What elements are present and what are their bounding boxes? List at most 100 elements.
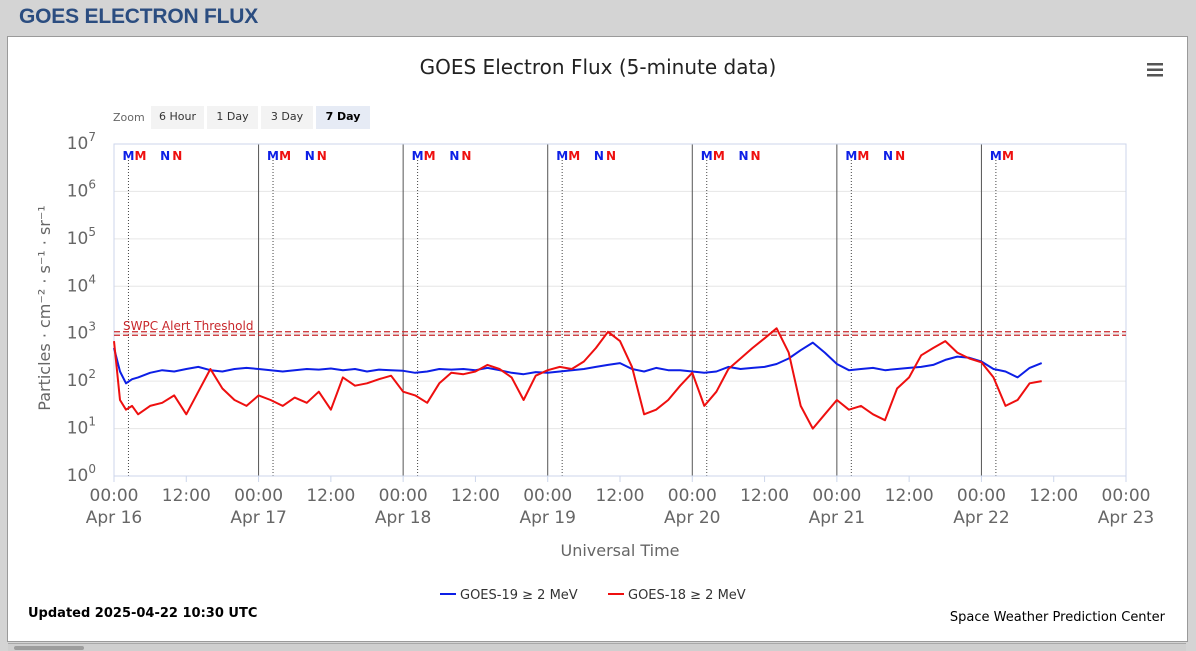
y-tick-exponent: 1	[88, 415, 96, 429]
y-tick-label: 105	[67, 225, 96, 249]
orbit-marker-label: N	[172, 149, 182, 163]
x-tick-time: 12:00	[1029, 486, 1078, 506]
chart-title: GOES Electron Flux (5-minute data)	[420, 55, 777, 79]
plot-border	[113, 143, 1127, 477]
legend-label-goes19: GOES-19 ≥ 2 MeV	[460, 588, 578, 603]
legend: GOES-19 ≥ 2 MeV GOES-18 ≥ 2 MeV	[440, 588, 746, 603]
y-tick-label: 104	[67, 272, 96, 296]
updated-timestamp: Updated 2025-04-22 10:30 UTC	[28, 606, 257, 621]
series-line-goes18	[113, 327, 1042, 430]
orbit-marker-label: M	[122, 149, 134, 163]
orbit-marker-label: N	[738, 149, 748, 163]
orbit-marker-label: N	[317, 149, 327, 163]
x-tick-time: 12:00	[451, 486, 500, 506]
zoom-3day-button[interactable]: 3 Day	[261, 106, 313, 129]
x-tick-date: Apr 19	[519, 508, 575, 528]
horizontal-scrollbar[interactable]	[8, 643, 1186, 651]
orbit-marker-label: M	[556, 149, 568, 163]
x-tick-date: Apr 18	[375, 508, 431, 528]
zoom-label: Zoom	[113, 111, 145, 124]
x-tick-time: 00:00	[234, 486, 283, 506]
x-tick-time: 12:00	[306, 486, 355, 506]
orbit-marker-label: M	[279, 149, 291, 163]
orbit-marker-label: N	[461, 149, 471, 163]
orbit-marker-label: M	[135, 149, 147, 163]
series-line-goes19	[113, 341, 1043, 385]
x-tick-time: 00:00	[957, 486, 1006, 506]
zoom-1day-label: 1 Day	[216, 110, 249, 123]
y-tick-base: 10	[67, 371, 89, 391]
y-tick-label: 106	[67, 177, 96, 201]
zoom-6hour-button[interactable]: 6 Hour	[151, 106, 204, 129]
y-tick-base: 10	[67, 229, 89, 249]
orbit-marker-label: M	[857, 149, 869, 163]
y-tick-exponent: 7	[88, 130, 96, 144]
x-tick-time: 00:00	[379, 486, 428, 506]
legend-label-goes18: GOES-18 ≥ 2 MeV	[628, 588, 746, 603]
x-tick-time: 00:00	[812, 486, 861, 506]
orbit-marker-label: N	[606, 149, 616, 163]
orbit-marker-label: M	[845, 149, 857, 163]
y-tick-exponent: 6	[88, 177, 96, 191]
zoom-7day-label: 7 Day	[326, 110, 361, 123]
legend-item-goes18[interactable]: GOES-18 ≥ 2 MeV	[608, 588, 746, 603]
y-tick-exponent: 4	[88, 272, 96, 286]
orbit-marker-label: N	[160, 149, 170, 163]
x-tick-date: Apr 17	[230, 508, 286, 528]
orbit-marker-label: N	[449, 149, 459, 163]
x-tick-date: Apr 16	[86, 508, 142, 528]
y-tick-exponent: 0	[88, 462, 96, 476]
x-tick-date: Apr 23	[1098, 508, 1154, 528]
y-tick-label: 107	[67, 130, 96, 154]
y-tick-base: 10	[67, 324, 89, 344]
orbit-marker-label: M	[990, 149, 1002, 163]
credit-label[interactable]: Space Weather Prediction Center	[950, 610, 1166, 625]
x-tick-time: 12:00	[596, 486, 645, 506]
y-tick-base: 10	[67, 276, 89, 296]
orbit-marker-label: N	[751, 149, 761, 163]
orbit-marker-label: M	[412, 149, 424, 163]
x-tick-time: 12:00	[740, 486, 789, 506]
page-title: GOES ELECTRON FLUX	[19, 5, 259, 28]
y-tick-label: 100	[67, 462, 96, 486]
y-tick-exponent: 2	[88, 367, 96, 381]
y-tick-base: 10	[67, 181, 89, 201]
y-tick-label: 101	[67, 415, 96, 439]
legend-item-goes19[interactable]: GOES-19 ≥ 2 MeV	[440, 588, 578, 603]
orbit-marker-label: N	[895, 149, 905, 163]
orbit-marker-label: N	[883, 149, 893, 163]
y-axis-title: Particles · cm⁻² · s⁻¹ · sr⁻¹	[35, 205, 54, 410]
orbit-marker-label: N	[305, 149, 315, 163]
x-tick-time: 00:00	[523, 486, 572, 506]
y-tick-base: 10	[67, 419, 89, 439]
plot-background	[114, 144, 1126, 476]
x-axis-title: Universal Time	[560, 541, 679, 560]
scrollbar-thumb[interactable]	[14, 646, 84, 650]
x-tick-date: Apr 20	[664, 508, 720, 528]
orbit-marker-label: N	[594, 149, 604, 163]
y-tick-exponent: 3	[88, 320, 96, 334]
x-tick-date: Apr 21	[809, 508, 865, 528]
zoom-1day-button[interactable]: 1 Day	[207, 106, 258, 129]
orbit-marker-label: M	[424, 149, 436, 163]
y-tick-base: 10	[67, 466, 89, 486]
y-tick-exponent: 5	[88, 225, 96, 239]
x-tick-time: 12:00	[162, 486, 211, 506]
orbit-marker-label: M	[568, 149, 580, 163]
orbit-marker-label: M	[701, 149, 713, 163]
x-tick-date: Apr 22	[953, 508, 1009, 528]
x-tick-time: 00:00	[90, 486, 139, 506]
orbit-marker-label: M	[1002, 149, 1014, 163]
zoom-6hour-label: 6 Hour	[159, 110, 196, 123]
x-tick-time: 12:00	[885, 486, 934, 506]
hamburger-menu-icon[interactable]	[1142, 58, 1168, 80]
threshold-label: SWPC Alert Threshold	[123, 319, 253, 333]
zoom-3day-label: 3 Day	[271, 110, 304, 123]
y-tick-label: 103	[67, 320, 96, 344]
y-tick-base: 10	[67, 134, 89, 154]
x-tick-time: 00:00	[668, 486, 717, 506]
x-tick-time: 00:00	[1102, 486, 1151, 506]
zoom-7day-button[interactable]: 7 Day	[316, 106, 370, 129]
